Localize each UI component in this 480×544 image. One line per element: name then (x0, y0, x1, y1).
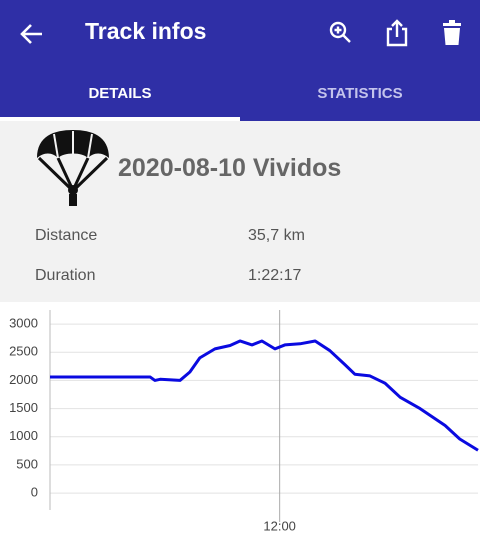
app-bar (0, 0, 480, 121)
row-value: 1:22:17 (248, 267, 302, 284)
back-button[interactable] (18, 20, 46, 48)
tab-details[interactable]: DETAILS (88, 85, 152, 102)
chart: 0 500 1000 1500 2000 2500 3000 12:00 (9, 310, 479, 533)
zoom-button[interactable] (328, 20, 354, 46)
y-tick-label: 2500 (9, 344, 38, 359)
x-tick-label: 12:00 (263, 518, 296, 533)
track-name: 2020-08-10 Vividos (118, 154, 342, 182)
row-label: Distance (35, 227, 98, 244)
y-tick-label: 500 (16, 456, 38, 471)
tab-statistics[interactable]: STATISTICS (317, 85, 403, 102)
delete-button[interactable] (440, 20, 464, 46)
y-tick-label: 1500 (9, 400, 38, 415)
paraglider-icon (37, 130, 109, 206)
y-tick-label: 0 (31, 485, 38, 500)
y-tick-label: 2000 (9, 372, 38, 387)
tab-indicator (0, 117, 240, 121)
y-tick-label: 3000 (9, 316, 38, 331)
elevation-line (50, 339, 479, 452)
app-title: Track infos (85, 18, 207, 44)
y-tick-label: 1000 (9, 428, 38, 443)
row-value: 35,7 km (248, 227, 305, 244)
row-label: Duration (35, 267, 96, 284)
share-button[interactable] (384, 18, 410, 48)
